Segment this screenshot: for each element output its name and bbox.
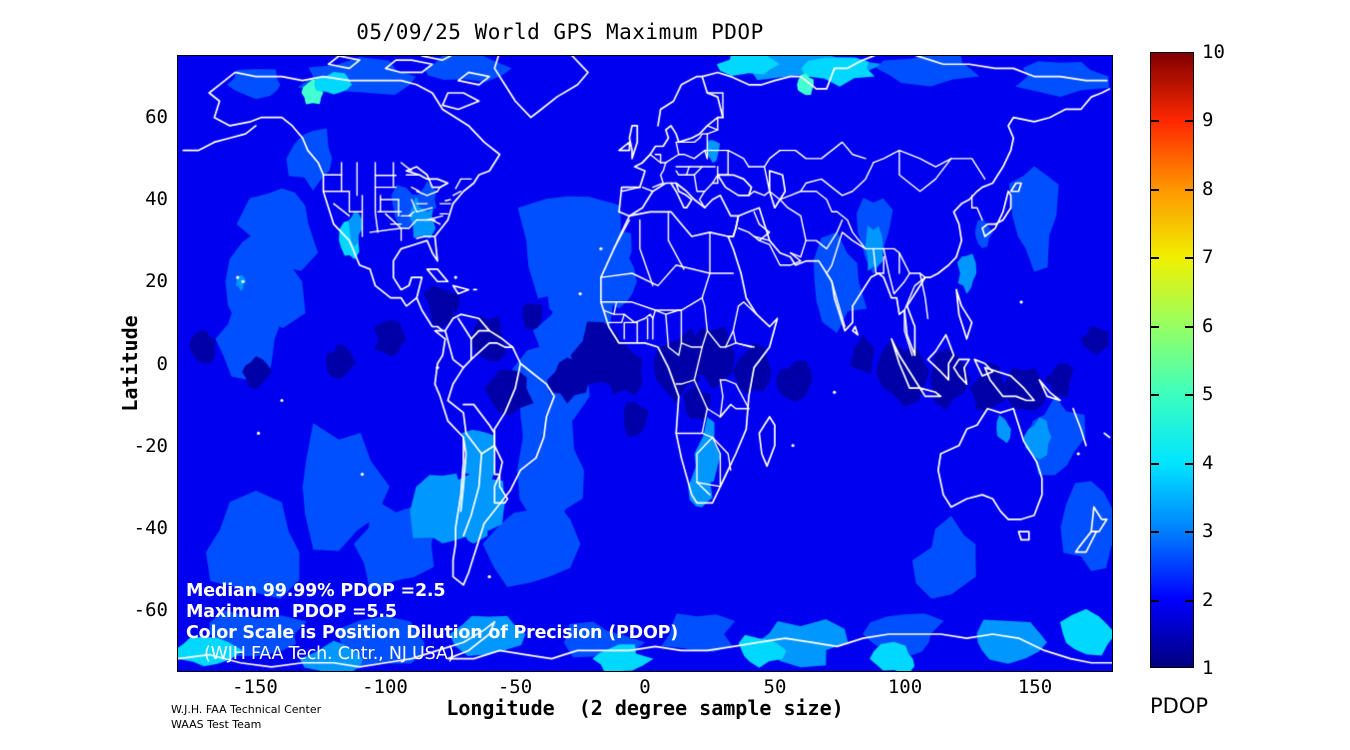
map-plot-area[interactable]: Median 99.99% PDOP =2.5 Maximum PDOP =5.5… — [177, 55, 1113, 672]
colorbar-tick-label: 7 — [1202, 246, 1214, 269]
colorbar-tick-mark — [1185, 120, 1194, 123]
colorbar-frame — [1150, 52, 1194, 668]
colorbar-tick-label: 8 — [1202, 177, 1214, 200]
x-tick-label: 0 — [639, 676, 651, 698]
colorbar-title: PDOP — [1150, 694, 1209, 718]
colorbar-tick-mark — [1185, 188, 1194, 191]
x-tick-label: 100 — [887, 676, 923, 698]
x-tick-label: -50 — [497, 676, 533, 698]
colorbar-tick-mark — [1150, 462, 1159, 465]
credit-line-2: WAAS Test Team — [171, 718, 262, 731]
y-tick-label: -60 — [133, 599, 168, 622]
colorbar-tick-mark — [1185, 531, 1194, 534]
x-axis-title: Longitude (2 degree sample size) — [446, 696, 844, 720]
y-tick-label: 20 — [145, 270, 168, 293]
page-title: 05/09/25 World GPS Maximum PDOP — [356, 20, 764, 44]
y-tick-label: -40 — [133, 517, 168, 540]
colorbar-tick-mark — [1185, 394, 1194, 397]
y-tick-label: 40 — [145, 187, 168, 210]
colorbar-tick-label: 4 — [1202, 451, 1214, 474]
colorbar-tick-mark — [1150, 531, 1159, 534]
x-tick-label: 50 — [763, 676, 787, 698]
colorbar-tick-label: 1 — [1202, 657, 1214, 679]
colorbar-tick-mark — [1185, 462, 1194, 465]
colorbar-tick-label: 10 — [1202, 41, 1225, 63]
colorbar-tick-mark — [1150, 394, 1159, 397]
x-tick-label: -100 — [362, 676, 408, 698]
colorbar-tick-label: 9 — [1202, 109, 1214, 132]
x-tick-label: -150 — [232, 676, 278, 698]
y-axis-title: Latitude — [118, 315, 142, 412]
y-tick-label: 60 — [145, 105, 168, 128]
colorbar-tick-label: 3 — [1202, 520, 1214, 543]
credit-line-1: W.J.H. FAA Technical Center — [171, 703, 322, 716]
colorbar-gradient — [1151, 53, 1193, 667]
colorbar-tick-label: 5 — [1202, 383, 1214, 406]
colorbar-tick-mark — [1150, 120, 1159, 123]
colorbar-tick-label: 6 — [1202, 314, 1214, 337]
colorbar-tick-mark — [1150, 257, 1159, 260]
colorbar-tick-mark — [1150, 325, 1159, 328]
colorbar-tick-mark — [1150, 599, 1159, 602]
colorbar-tick-mark — [1185, 325, 1194, 328]
y-tick-label: 0 — [156, 352, 168, 375]
credit-block: W.J.H. FAA Technical Center WAAS Test Te… — [171, 702, 321, 732]
colorbar-tick-mark — [1185, 599, 1194, 602]
x-tick-label: 150 — [1017, 676, 1053, 698]
colorbar-tick-label: 2 — [1202, 588, 1214, 611]
pdop-heatmap-canvas — [178, 56, 1112, 671]
colorbar[interactable] — [1150, 52, 1194, 668]
y-tick-label: -20 — [133, 434, 168, 457]
colorbar-tick-mark — [1185, 257, 1194, 260]
colorbar-tick-mark — [1150, 188, 1159, 191]
